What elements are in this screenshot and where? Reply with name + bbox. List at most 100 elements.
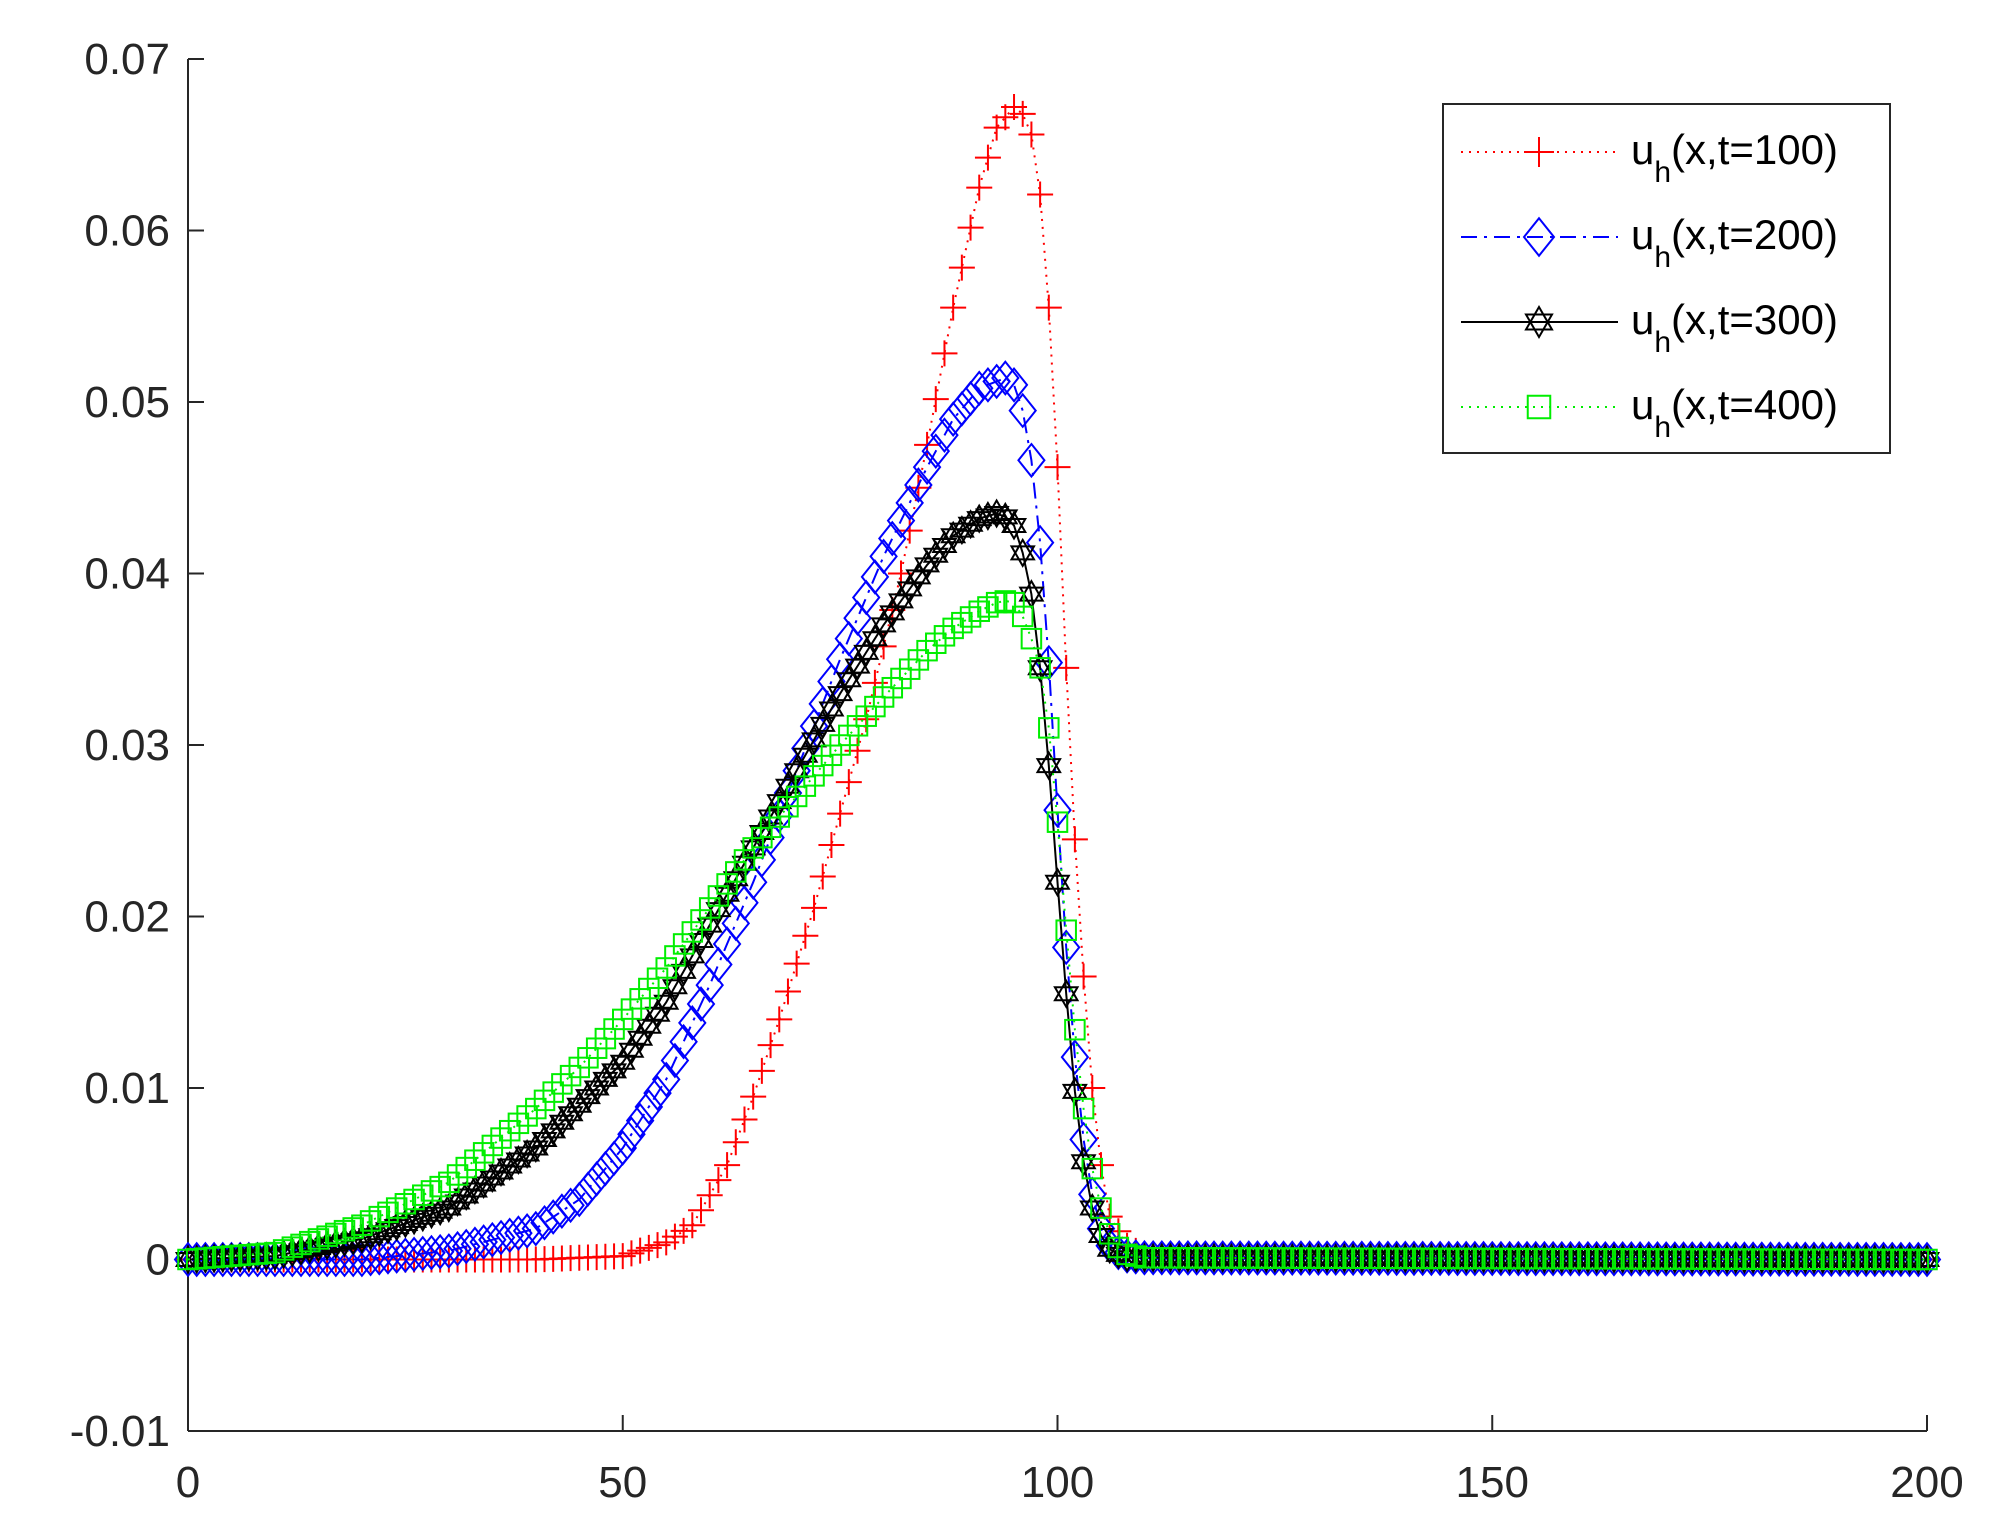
data-point xyxy=(933,625,956,647)
data-point xyxy=(1009,100,1036,127)
data-point xyxy=(298,1230,321,1253)
data-point xyxy=(651,1061,681,1098)
data-point xyxy=(1018,579,1045,610)
data-point xyxy=(412,1184,434,1206)
data-point xyxy=(425,1233,455,1270)
data-point xyxy=(1051,929,1081,966)
data-point xyxy=(1098,1223,1121,1245)
data-point xyxy=(1035,294,1062,321)
data-point xyxy=(886,502,916,539)
data-point xyxy=(1096,1203,1123,1230)
data-point xyxy=(1916,1248,1938,1271)
legend-label-rest: (x,t=400) xyxy=(1671,381,1838,428)
data-point xyxy=(853,706,880,733)
data-point xyxy=(686,986,716,1022)
data-point xyxy=(774,771,801,802)
data-point xyxy=(478,1221,507,1258)
data-point xyxy=(542,1081,564,1103)
data-point xyxy=(1070,963,1097,990)
legend-entry: uh(x,t=300) xyxy=(1461,296,1838,359)
data-point xyxy=(516,1105,538,1127)
data-point xyxy=(698,897,721,919)
data-point xyxy=(316,1225,338,1247)
data-point xyxy=(438,1171,460,1194)
data-point xyxy=(443,1230,472,1267)
data-point xyxy=(844,737,871,764)
data-point xyxy=(757,801,784,833)
data-point xyxy=(966,174,993,201)
data-point xyxy=(290,1233,312,1256)
data-point xyxy=(705,1167,732,1194)
data-point xyxy=(1008,392,1038,429)
y-tick-label: 0.02 xyxy=(84,893,170,942)
data-point xyxy=(664,945,686,967)
data-point xyxy=(1090,1197,1112,1219)
data-point xyxy=(942,617,964,640)
data-point xyxy=(690,909,712,931)
data-point xyxy=(687,925,715,956)
x-tick-label: 100 xyxy=(1021,1458,1094,1507)
legend-label-rest: (x,t=100) xyxy=(1671,126,1838,173)
data-point xyxy=(634,1089,664,1125)
data-point xyxy=(359,1210,382,1232)
legend-label-main: u xyxy=(1631,126,1654,173)
data-point xyxy=(835,769,862,796)
y-tick-label: 0.03 xyxy=(84,721,170,770)
data-point xyxy=(1107,1236,1130,1259)
data-point xyxy=(1020,627,1043,650)
data-point xyxy=(792,922,819,949)
data-point xyxy=(525,1097,547,1120)
data-point xyxy=(661,971,688,1002)
legend-label-main: u xyxy=(1631,211,1654,258)
data-point xyxy=(391,1237,420,1274)
data-point xyxy=(591,1150,620,1187)
data-point xyxy=(1072,1097,1095,1120)
legend-marker xyxy=(1524,137,1554,167)
data-point xyxy=(766,1006,793,1033)
data-point xyxy=(679,1212,706,1239)
data-point xyxy=(643,1075,672,1112)
data-point xyxy=(464,1149,486,1171)
data-point xyxy=(460,1226,490,1263)
data-point xyxy=(1027,652,1054,683)
data-point xyxy=(704,946,733,983)
legend-label: uh(x,t=300) xyxy=(1631,296,1838,359)
data-point xyxy=(455,1156,477,1179)
data-point xyxy=(843,600,872,636)
data-point xyxy=(325,1222,347,1245)
data-point xyxy=(377,1201,399,1224)
data-point xyxy=(403,1188,425,1211)
data-point xyxy=(556,1187,585,1224)
data-point xyxy=(272,1239,295,1261)
data-point xyxy=(896,517,923,544)
data-point xyxy=(792,740,819,771)
data-point xyxy=(930,417,959,454)
data-point xyxy=(1061,826,1088,853)
data-point xyxy=(582,1161,611,1197)
data-point xyxy=(722,1129,749,1156)
data-point xyxy=(434,1233,464,1269)
data-point xyxy=(783,950,810,977)
data-point xyxy=(1018,121,1045,148)
data-point xyxy=(382,1238,411,1274)
data-point xyxy=(809,709,836,740)
series-markers xyxy=(177,590,1938,1271)
data-point xyxy=(948,254,975,281)
data-point xyxy=(653,987,680,1018)
data-point xyxy=(669,1023,698,1060)
data-point xyxy=(714,879,741,910)
legend-marker xyxy=(1526,394,1552,420)
data-point xyxy=(451,1228,481,1265)
data-point xyxy=(740,1083,767,1110)
data-point xyxy=(681,921,704,943)
data-point xyxy=(851,579,881,616)
data-point xyxy=(617,1116,646,1153)
data-point xyxy=(947,391,977,427)
x-tick-label: 200 xyxy=(1890,1458,1963,1507)
data-point xyxy=(495,1217,524,1254)
data-point xyxy=(994,590,1017,612)
legend-label: uh(x,t=200) xyxy=(1631,211,1838,274)
data-point xyxy=(469,1224,498,1260)
data-point xyxy=(774,978,801,1005)
data-point xyxy=(707,885,730,907)
